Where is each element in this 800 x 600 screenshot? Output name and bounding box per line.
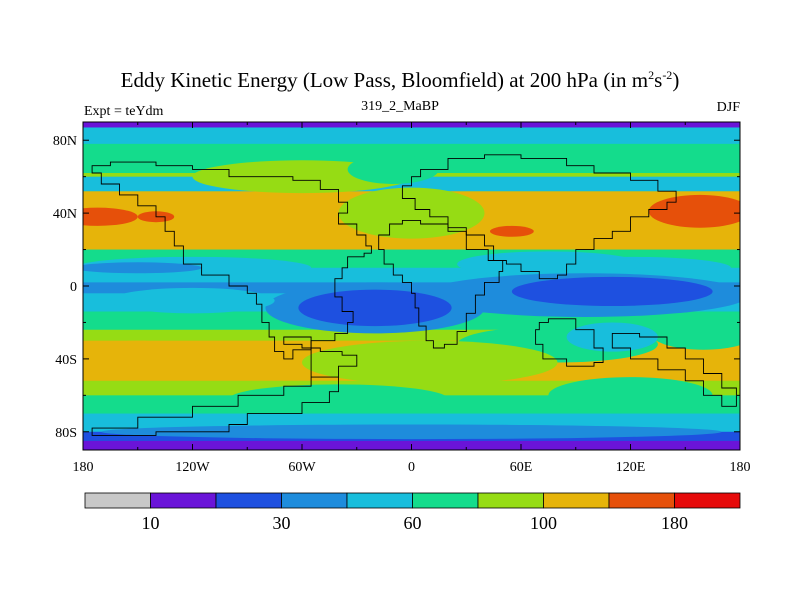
lon-tick-label: 120W [175,460,210,475]
lon-tick-label: 180 [730,460,751,475]
lat-tick-label: 40S [55,353,77,368]
lat-tick-label: 0 [70,280,77,295]
colorbar-swatch [215,492,282,509]
season-label: DJF [716,100,740,115]
chart-subtitle: 319_2_MaBP [361,99,439,114]
contour-region [110,287,275,314]
colorbar-swatch [412,492,479,509]
contour-region [83,340,202,378]
colorbar-swatch [674,492,741,509]
contour-region [83,207,138,226]
lat-tick-label: 80N [53,134,77,149]
contour-region [101,424,722,440]
colorbar-label: 10 [142,513,160,533]
colorbar-label: 180 [661,513,688,533]
colorbar-swatch [477,492,544,509]
lon-tick-label: 60W [288,460,316,475]
contour-region [83,262,202,274]
lat-tick-label: 80S [55,426,77,441]
contour-field [83,122,740,450]
lon-tick-label: 120E [616,460,646,475]
land-outline [535,318,604,367]
coastlines [91,154,737,436]
lon-tick-label: 60E [510,460,533,475]
contour-region [648,194,740,228]
land-outline [91,161,372,360]
contour-region [511,276,713,307]
colorbar-swatch [543,492,610,509]
colorbar-label: 60 [404,513,422,533]
colorbar-label: 30 [273,513,291,533]
colorbar-swatch [346,492,413,509]
lon-tick-label: 0 [408,460,415,475]
land-outline [91,336,358,436]
contour-region [548,377,713,414]
colorbar-swatch [150,492,217,509]
colorbar-swatch [281,492,348,509]
colorbar-label: 100 [530,513,557,533]
colorbar-swatch [84,492,151,509]
lon-tick-label: 180 [73,460,94,475]
contour-region [457,251,640,277]
chart-title: Eddy Kinetic Energy (Low Pass, Bloomfiel… [120,68,680,92]
lat-tick-label: 40N [53,207,77,222]
colorbar-swatch [608,492,675,509]
experiment-label: Expt = teYdm [84,104,164,119]
contour-region [298,289,452,327]
contour-band [83,127,740,145]
contour-region [489,225,534,237]
land-outline [401,154,677,280]
land-outline [378,219,504,349]
contour-region [302,340,558,385]
contour-band [83,329,740,342]
contour-region [648,313,740,350]
colorbar: 10 30 60 100 180 [84,492,741,533]
land-outline [611,332,737,407]
